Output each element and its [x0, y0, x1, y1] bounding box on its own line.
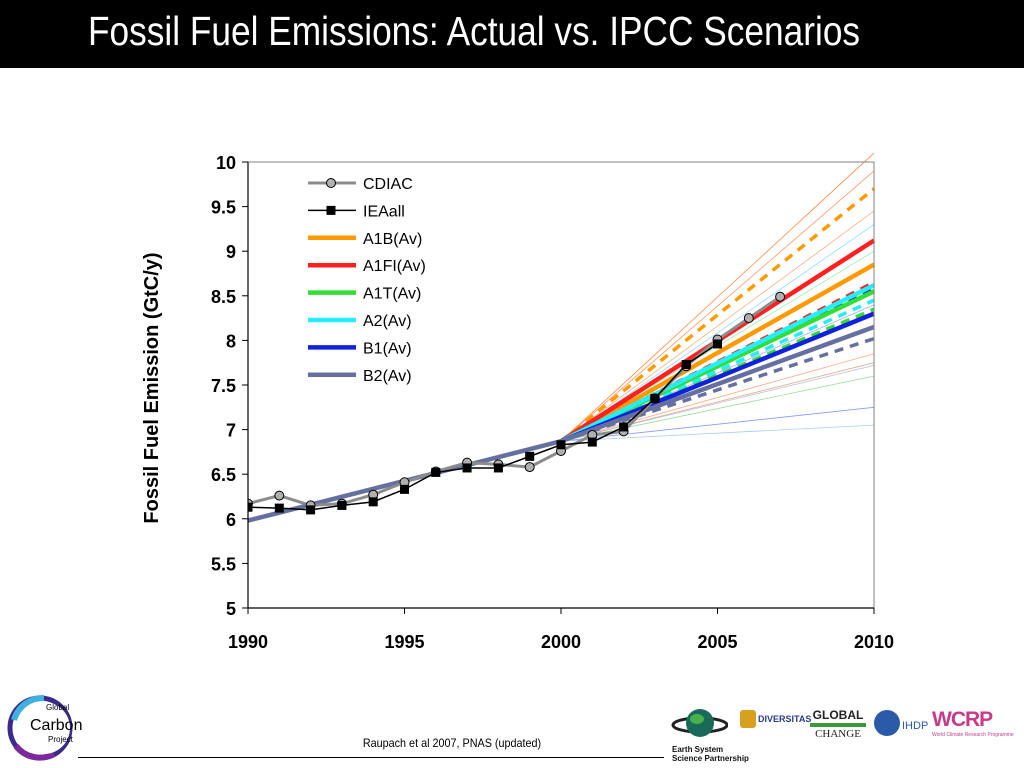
data-point — [368, 497, 378, 507]
legend-label: B1(Av) — [363, 340, 412, 357]
y-tick-label: 6 — [226, 510, 236, 530]
scenario-dashed-line — [559, 187, 876, 443]
legend-label: CDIAC — [363, 176, 413, 193]
wcrp-logo: WCRP World Climate Research Programme — [932, 708, 1014, 738]
data-point — [493, 463, 503, 473]
legend-label: A1T(Av) — [363, 286, 421, 303]
data-point — [587, 437, 597, 447]
data-point — [337, 500, 347, 510]
y-tick-label: 6.5 — [211, 465, 236, 485]
data-point — [619, 422, 629, 432]
scenario-ensemble-line — [560, 170, 875, 442]
data-point — [556, 440, 566, 450]
data-point — [462, 463, 472, 473]
svg-text:Carbon: Carbon — [30, 717, 82, 734]
x-tick-label: 1990 — [228, 632, 268, 652]
scenario-ensemble-line — [560, 364, 875, 442]
legend-label: A1FI(Av) — [363, 258, 426, 275]
scenario-line — [560, 324, 875, 444]
data-point — [400, 484, 409, 494]
y-tick-label: 7.5 — [211, 376, 236, 396]
legend-label: IEAall — [363, 203, 405, 220]
y-tick-label: 5.5 — [211, 554, 236, 574]
legend-label: A2(Av) — [363, 313, 412, 330]
data-point — [274, 503, 284, 513]
footer-divider — [78, 757, 664, 758]
data-point — [775, 291, 786, 302]
x-tick-label: 2000 — [541, 632, 581, 652]
data-point — [681, 359, 691, 369]
title-bar: Fossil Fuel Emissions: Actual vs. IPCC S… — [0, 0, 1024, 68]
y-tick-label: 9.5 — [211, 198, 236, 218]
y-tick-label: 9 — [226, 242, 236, 262]
scenario-ensemble-line — [560, 375, 875, 442]
x-tick-label: 2005 — [697, 632, 737, 652]
scenario-ensemble-line — [560, 424, 875, 442]
data-point — [713, 339, 722, 349]
legend-label: A1B(Av) — [363, 231, 422, 248]
y-tick-label: 8 — [226, 331, 236, 351]
y-tick-label: 8.5 — [211, 287, 236, 307]
diversitas-logo: DIVERSITAS — [740, 710, 811, 736]
legend-label: B2(Av) — [363, 368, 412, 385]
x-tick-label: 1995 — [384, 632, 424, 652]
data-point — [274, 490, 285, 501]
essp-label: Earth System Science Partnership — [672, 745, 749, 763]
global-carbon-project-logo: Global Carbon Project — [7, 695, 82, 761]
plot-frame — [247, 161, 875, 609]
scenario-ensemble-line — [560, 210, 875, 442]
citation: Raupach et al 2007, PNAS (updated) — [362, 736, 542, 750]
y-tick-label: 7 — [226, 421, 236, 441]
data-point — [524, 462, 535, 473]
y-tick-label: 5 — [226, 599, 236, 619]
y-tick-label: 10 — [216, 153, 236, 173]
scenario-ensemble-line — [560, 152, 875, 442]
data-point — [248, 502, 253, 512]
scenario-line — [559, 262, 876, 444]
observed-line — [248, 343, 718, 511]
scenario-ensemble-line — [560, 362, 875, 442]
data-point — [743, 313, 754, 324]
data-point — [650, 393, 660, 403]
y-axis-label: Fossil Fuel Emission (GtC/y) — [141, 252, 163, 523]
igbp-global-change-logo: GLOBAL CHANGE — [810, 708, 866, 740]
scenario-line — [559, 283, 876, 444]
data-point — [431, 467, 441, 477]
data-point — [525, 451, 535, 461]
scenario-ensemble-line — [560, 406, 875, 442]
legend-marker — [326, 178, 336, 188]
svg-text:Project: Project — [48, 735, 74, 744]
x-tick-label: 2010 — [854, 632, 894, 652]
data-point — [306, 505, 316, 515]
legend-marker — [326, 205, 336, 215]
essp-logo — [671, 709, 728, 737]
svg-text:Global: Global — [46, 703, 69, 712]
scenario-ensemble-line — [560, 353, 875, 442]
page-title: Fossil Fuel Emissions: Actual vs. IPCC S… — [88, 8, 861, 54]
scenario-ensemble-line — [560, 224, 875, 442]
ihdp-logo: IHDP — [874, 710, 928, 738]
